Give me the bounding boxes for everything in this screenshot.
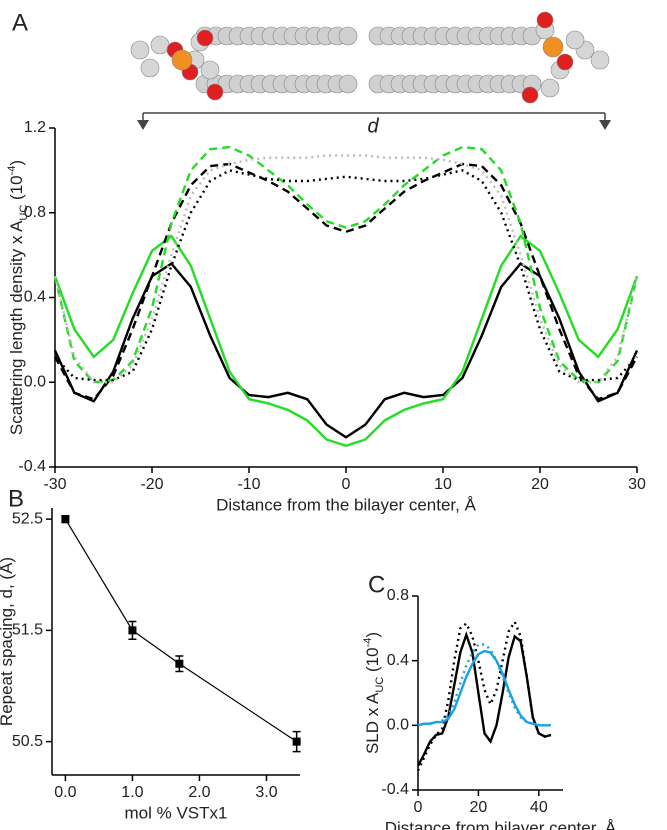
series-line — [53, 162, 639, 401]
x-tick-label: 1.0 — [121, 784, 143, 801]
atom — [542, 36, 564, 58]
atom — [565, 30, 585, 50]
series-line — [53, 154, 639, 384]
y-axis-title-part: (10 — [7, 175, 26, 204]
panel-label: C — [368, 571, 385, 598]
series-line — [64, 518, 297, 743]
d-arrow — [137, 120, 149, 130]
atom — [521, 86, 539, 104]
panel-label: A — [12, 9, 28, 36]
atom — [590, 50, 610, 70]
y-axis-title-part: ) — [363, 632, 382, 638]
series-line — [53, 145, 639, 384]
x-axis-title: mol % VSTx1 — [125, 803, 228, 822]
y-axis-title-part: Repeat spacing, d, (Å) — [0, 557, 16, 726]
y-axis-title-part: -4 — [6, 166, 18, 176]
d-label: d — [367, 115, 379, 137]
atom — [140, 58, 160, 78]
y-axis-title: Repeat spacing, d, (Å) — [0, 557, 16, 726]
atom — [540, 78, 560, 98]
atom — [338, 74, 358, 94]
x-tick-label: 10 — [434, 476, 452, 493]
series-line — [416, 631, 552, 767]
y-tick-label: 1.2 — [24, 119, 46, 136]
marker — [175, 659, 184, 668]
y-axis-title: SLD x AUC (10-4) — [362, 632, 386, 754]
y-axis-title-part: (10 — [363, 647, 382, 676]
x-tick-label: 0 — [342, 476, 351, 493]
x-tick-label: 3.0 — [255, 784, 277, 801]
y-tick-label: 0.8 — [24, 204, 46, 221]
y-axis-title-part: UC — [374, 677, 386, 693]
panel-label: B — [8, 485, 24, 512]
x-tick-label: -10 — [237, 476, 260, 493]
y-tick-label: 0.0 — [387, 717, 409, 734]
atom — [130, 40, 150, 60]
atom — [196, 29, 214, 47]
x-tick-label: 20 — [470, 799, 488, 816]
series-line — [53, 262, 639, 439]
y-tick-label: 52.5 — [12, 510, 43, 527]
d-arrow — [599, 120, 611, 130]
y-tick-label: -0.4 — [18, 458, 46, 475]
marker — [128, 626, 137, 635]
y-axis-title-part: -4 — [362, 638, 374, 648]
y-tick-label: 50.5 — [12, 733, 43, 750]
y-axis-title: Scattering length density x AUC (10-4) — [6, 160, 30, 435]
atom — [338, 26, 358, 46]
series-line — [417, 649, 551, 727]
x-tick-label: -30 — [43, 476, 66, 493]
x-tick-label: -20 — [140, 476, 163, 493]
y-axis-title-part: SLD x A — [363, 692, 382, 754]
marker — [292, 737, 301, 746]
lipid-molecule-illustration — [130, 11, 610, 104]
y-tick-label: 51.5 — [12, 622, 43, 639]
x-tick-label: 40 — [530, 799, 548, 816]
x-axis-title: Distance from bilayer center, Å — [385, 818, 617, 830]
y-tick-label: 0.0 — [24, 373, 46, 390]
atom — [171, 49, 193, 71]
series-line — [53, 234, 639, 448]
y-axis-title-part: Scattering length density x A — [7, 220, 26, 435]
x-tick-label: 0 — [414, 799, 423, 816]
atom — [556, 53, 574, 71]
y-tick-label: -0.4 — [381, 781, 409, 798]
atom — [206, 83, 224, 101]
atom — [536, 11, 554, 29]
x-tick-label: 2.0 — [188, 784, 210, 801]
atom — [150, 35, 170, 55]
y-axis-title-part: ) — [7, 160, 26, 166]
x-tick-label: 0.0 — [54, 784, 76, 801]
marker — [61, 515, 70, 524]
y-tick-label: 0.4 — [387, 652, 409, 669]
x-tick-label: 30 — [628, 476, 646, 493]
y-tick-label: 0.8 — [387, 587, 409, 604]
x-axis-title: Distance from the bilayer center, Å — [216, 495, 477, 514]
atom — [200, 60, 220, 80]
y-tick-label: 0.4 — [24, 289, 46, 306]
series-line — [54, 169, 638, 382]
series-line — [416, 619, 552, 772]
y-axis-title-part: UC — [18, 205, 30, 221]
x-tick-label: 20 — [531, 476, 549, 493]
